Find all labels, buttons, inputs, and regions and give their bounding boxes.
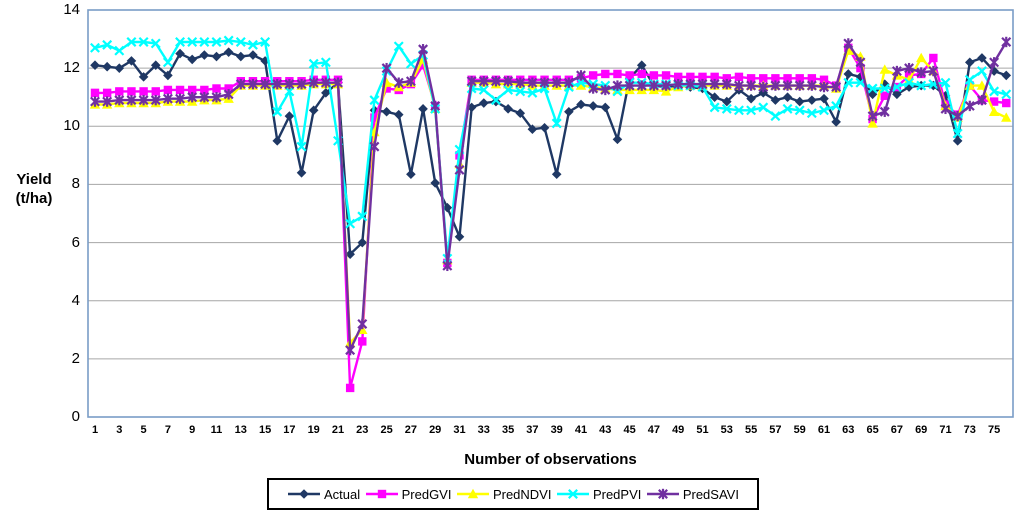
x-tick-61: 61 (817, 424, 831, 436)
x-tick-35: 35 (501, 424, 515, 436)
x-tick-49: 49 (672, 424, 685, 436)
x-tick-71: 71 (939, 424, 952, 436)
y-tick-2: 2 (71, 349, 80, 367)
predgvi-square-marker-icon (365, 489, 398, 499)
x-tick-23: 23 (356, 424, 369, 436)
predndvi-triangle-marker-icon (456, 488, 489, 499)
x-tick-41: 41 (574, 424, 588, 436)
y-tick-8: 8 (71, 175, 80, 193)
y-axis-title-line2: (t/ha) (15, 190, 53, 207)
x-tick-27: 27 (404, 424, 418, 436)
x-tick-65: 65 (866, 424, 879, 436)
x-tick-29: 29 (429, 424, 442, 436)
x-tick-9: 9 (189, 424, 196, 436)
y-tick-4: 4 (71, 291, 80, 309)
x-tick-7: 7 (164, 424, 171, 436)
x-tick-39: 39 (550, 424, 563, 436)
y-tick-10: 10 (63, 117, 80, 135)
legend-item-predsavi: PredSAVI (646, 487, 739, 502)
x-axis-title: Number of observations (464, 451, 637, 468)
series-predsavi (90, 36, 1012, 356)
y-axis-title-line1: Yield (16, 171, 52, 188)
y-tick-14: 14 (63, 1, 80, 18)
legend-label-predpvi: PredPVI (592, 486, 642, 502)
legend-label-predndvi: PredNDVI (492, 486, 552, 502)
legend-label-predsavi: PredSAVI (682, 486, 739, 502)
x-tick-67: 67 (890, 424, 904, 436)
x-tick-37: 37 (526, 424, 539, 436)
x-tick-17: 17 (283, 424, 296, 436)
x-tick-63: 63 (842, 424, 855, 436)
x-tick-19: 19 (307, 424, 320, 436)
predsavi-star-marker-icon (646, 488, 679, 500)
x-tick-1: 1 (91, 424, 99, 436)
x-tick-3: 3 (116, 424, 123, 436)
x-tick-47: 47 (647, 424, 661, 436)
x-tick-33: 33 (477, 424, 490, 436)
legend-item-actual: Actual (287, 487, 360, 502)
x-tick-75: 75 (987, 424, 1001, 436)
x-tick-57: 57 (769, 424, 782, 436)
x-tick-11: 11 (210, 424, 223, 436)
x-tick-51: 51 (696, 424, 709, 436)
predpvi-x-marker-icon (556, 489, 589, 499)
x-tick-43: 43 (599, 424, 612, 436)
x-tick-5: 5 (140, 424, 147, 436)
x-tick-53: 53 (720, 424, 733, 436)
y-tick-12: 12 (63, 59, 80, 77)
y-tick-0: 0 (71, 408, 80, 425)
x-tick-31: 31 (453, 424, 466, 436)
x-tick-21: 21 (331, 424, 345, 436)
y-tick-6: 6 (71, 233, 80, 251)
x-tick-59: 59 (793, 424, 806, 436)
legend-item-predpvi: PredPVI (556, 487, 641, 502)
x-tick-69: 69 (915, 424, 928, 436)
x-tick-55: 55 (744, 424, 758, 436)
actual-diamond-marker-icon (288, 489, 320, 499)
legend-label-actual: Actual (324, 486, 361, 502)
legend-label-predgvi: PredGVI (401, 486, 452, 502)
legend: Actual PredGVI PredNDVI PredPVI PredSAVI (267, 478, 759, 510)
x-tick-15: 15 (258, 424, 272, 436)
x-tick-13: 13 (234, 424, 247, 436)
x-tick-25: 25 (380, 424, 393, 436)
x-tick-73: 73 (963, 424, 976, 436)
x-tick-45: 45 (623, 424, 636, 436)
legend-item-predgvi: PredGVI (365, 486, 452, 502)
y-axis-title: Yield (t/ha) (6, 170, 62, 208)
series-predpvi (90, 35, 1012, 264)
legend-item-predndvi: PredNDVI (456, 486, 552, 502)
